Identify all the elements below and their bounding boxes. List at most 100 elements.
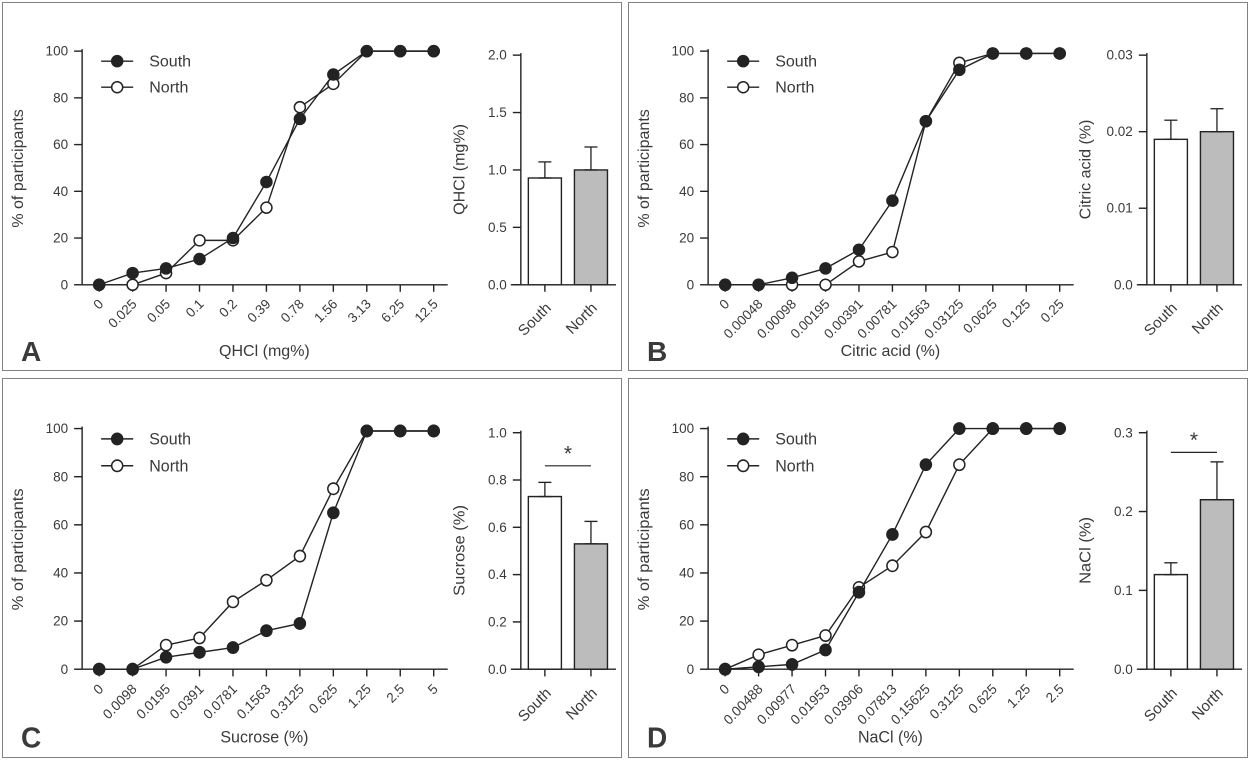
bar-y-tick-label: 0.1 [1114, 583, 1133, 598]
open-circle-north [752, 648, 765, 662]
open-circle-north [785, 638, 799, 652]
open-circle-north [819, 629, 832, 642]
x-tick-label: 3.13 [345, 296, 374, 325]
filled-circle-south [293, 112, 307, 126]
open-circle-north [126, 278, 139, 292]
filled-circle-south [427, 44, 440, 58]
filled-circle-south [1053, 422, 1066, 436]
line-chart-axes [700, 426, 1074, 677]
x-tick-label: 0.625 [306, 681, 341, 717]
y-tick-label: 100 [672, 44, 695, 59]
open-circle-north [226, 595, 240, 609]
filled-circle-south [327, 506, 340, 520]
bar-y-axis-label: QHCl (mg%) [451, 124, 469, 215]
filled-circle-south [785, 271, 799, 285]
x-tick-label: 2.5 [384, 681, 408, 706]
bar-south [1153, 573, 1189, 670]
filled-circle-south [393, 424, 407, 438]
x-tick-label: 1.56 [311, 296, 340, 325]
open-circle-north [159, 638, 173, 652]
y-tick-label: 40 [53, 565, 68, 580]
significance-asterisk: * [564, 441, 572, 465]
filled-circle-south [819, 643, 832, 657]
filled-circle-south [260, 624, 273, 638]
line-chart-axes [74, 426, 448, 677]
bar-south [527, 495, 563, 670]
legend-label: South [775, 53, 817, 71]
filled-circle-south [92, 278, 106, 292]
filled-circle-south [1019, 422, 1033, 436]
x-tick-label: 0.0391 [167, 681, 207, 722]
y-axis-label: % of participants [9, 488, 27, 610]
panel-C: 0 20 40 60 80 100 0 0.0098 0.0195 0.0391 0.0781 0.1… [2, 378, 622, 758]
open-circle-north [293, 100, 307, 114]
y-axis-label: % of participants [635, 109, 653, 227]
bar-y-tick-label: 0.2 [488, 614, 507, 629]
bar-category-label: South [515, 685, 555, 726]
y-tick-label: 20 [679, 614, 694, 629]
filled-circle-south [919, 458, 933, 472]
bar-y-tick-label: 0.02 [1107, 124, 1133, 139]
legend-label: South [149, 430, 191, 448]
x-tick-label: 0.05 [144, 296, 173, 325]
open-circle-north [260, 573, 273, 587]
filled-circle-south [92, 662, 106, 676]
panel-letter: D [647, 722, 667, 754]
filled-circle-south [126, 662, 139, 676]
legend-open-circle [110, 80, 124, 94]
panel-letter: B [647, 336, 667, 367]
y-tick-label: 100 [46, 44, 69, 59]
y-tick-label: 40 [679, 565, 694, 580]
y-axis-label: % of participants [635, 488, 653, 610]
bar-y-tick-label: 0.8 [488, 472, 507, 487]
bar-category-label: South [515, 300, 555, 340]
legend-filled-circle [110, 54, 124, 68]
bar-y-tick-label: 0.0 [488, 662, 507, 677]
legend-open-circle [736, 459, 750, 473]
x-tick-label: 0.625 [966, 681, 1001, 717]
x-tick-label: 0 [90, 681, 106, 698]
open-circle-north [886, 245, 899, 259]
y-tick-label: 0 [687, 277, 695, 292]
filled-circle-south [193, 252, 206, 266]
filled-circle-south [226, 641, 240, 655]
panel-letter: A [21, 336, 41, 367]
bar-y-axis-label: Sucrose (%) [451, 505, 469, 596]
bar-y-tick-label: 0.6 [488, 520, 507, 535]
y-tick-label: 60 [679, 137, 694, 152]
filled-circle-south [886, 528, 899, 541]
y-tick-label: 60 [53, 517, 68, 532]
filled-circle-south [852, 585, 866, 599]
x-tick-label: 0.25 [1038, 296, 1067, 325]
x-axis-label: Citric acid (%) [841, 342, 941, 360]
bar-category-label: North [1189, 300, 1227, 338]
filled-circle-south [427, 424, 440, 438]
filled-circle-south [752, 660, 765, 674]
bar-south [527, 177, 563, 286]
legend-filled-circle [736, 432, 750, 446]
legend-label: North [775, 79, 814, 97]
bar-y-tick-label: 1.5 [488, 105, 507, 120]
y-tick-label: 20 [53, 231, 68, 246]
bar-y-axis-label: Citric acid (%) [1077, 120, 1095, 220]
open-circle-north [193, 234, 206, 247]
open-circle-north [852, 255, 866, 268]
bar-north [1199, 498, 1235, 670]
bar-y-tick-label: 2.0 [488, 48, 507, 63]
filled-circle-south [1053, 47, 1066, 60]
bar-y-tick-label: 1.0 [488, 162, 507, 177]
x-tick-label: 12.5 [412, 296, 441, 325]
open-circle-north [327, 482, 340, 496]
y-tick-label: 60 [53, 137, 68, 152]
filled-circle-south [1019, 47, 1033, 60]
filled-circle-south [819, 262, 832, 275]
x-tick-label: 0 [716, 681, 732, 698]
bar-category-label: South [1141, 685, 1181, 726]
filled-circle-south [986, 47, 1000, 60]
bar-category-label: North [563, 300, 601, 338]
filled-circle-south [886, 194, 899, 207]
bar-north [573, 543, 609, 670]
filled-circle-south [226, 231, 240, 245]
panel-D-chart: 02040608010000.004880.009770.019530.0390… [635, 421, 1242, 755]
